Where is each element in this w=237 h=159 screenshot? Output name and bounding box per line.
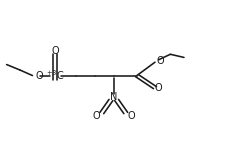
- Text: O: O: [155, 83, 162, 93]
- Text: N: N: [110, 92, 118, 102]
- Text: O: O: [156, 56, 164, 66]
- Text: $^{+3}$C: $^{+3}$C: [46, 69, 65, 83]
- Text: O: O: [128, 111, 135, 121]
- Text: O: O: [36, 71, 43, 81]
- Text: O: O: [92, 111, 100, 121]
- Text: O: O: [51, 46, 59, 56]
